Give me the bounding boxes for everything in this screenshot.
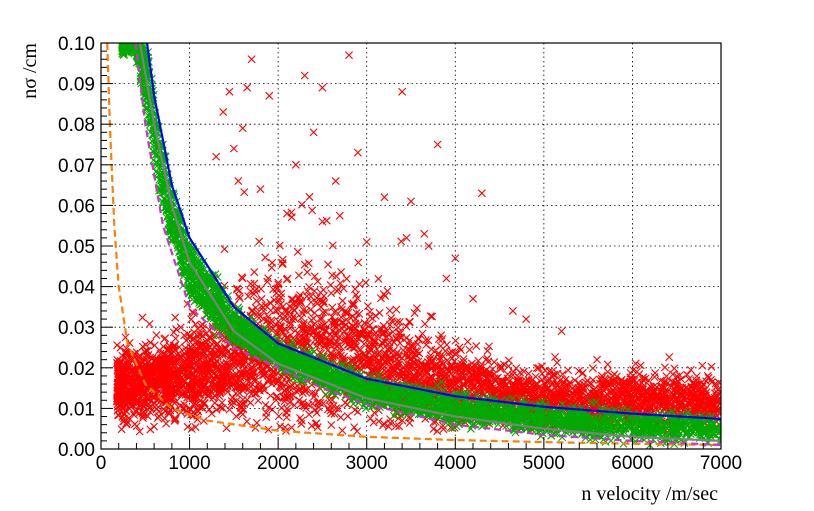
red-point [299,398,308,407]
red-point [250,268,259,277]
red-point [257,294,266,303]
red-point [426,312,435,321]
red-point [253,312,262,321]
red-point [264,425,273,434]
red-point [245,388,254,397]
red-point [639,373,648,382]
red-point [553,358,562,367]
red-point [162,419,171,428]
red-point [668,370,677,379]
red-point [424,336,433,345]
red-point [376,294,385,303]
red-point [294,271,303,280]
red-point [185,332,194,341]
red-point [273,284,282,293]
red-point [138,313,147,322]
red-point [393,348,402,357]
red-point [442,340,451,349]
red-point [392,421,401,430]
red-point [337,268,346,277]
red-point [484,342,493,351]
red-point [342,274,351,283]
red-point [291,315,299,323]
red-scatter-series [112,51,721,437]
red-point [564,366,573,375]
red-point [135,409,144,418]
red-point [318,297,327,306]
red-point [261,253,270,262]
red-point [297,298,306,307]
red-point [363,302,372,311]
red-point [698,361,707,370]
red-point [459,357,468,366]
red-point [349,299,358,308]
red-point [303,268,312,277]
red-point [571,376,579,385]
red-point [310,272,319,281]
red-point [703,371,712,380]
red-point [210,398,219,407]
red-point [348,301,357,310]
red-point [293,247,302,256]
red-point [316,399,325,407]
red-point [183,387,192,396]
red-point [436,342,445,351]
red-point [171,313,180,322]
red-point [218,403,227,412]
red-point [410,308,419,317]
red-point [305,283,314,291]
red-point [686,365,695,374]
red-point [232,412,241,421]
red-point [324,260,333,269]
red-point [339,284,348,293]
red-point [336,413,345,422]
red-point [551,352,560,361]
red-point [660,363,669,372]
red-point [350,423,359,432]
red-point [707,362,716,371]
red-point [603,360,612,369]
red-point [524,369,533,378]
red-point [451,336,460,345]
red-point [330,409,339,418]
red-point [397,237,406,246]
red-point [130,411,139,419]
red-point [394,414,403,423]
red-point [353,294,362,303]
red-point [271,306,280,315]
red-point [172,325,181,334]
red-point [336,279,345,288]
red-point [324,405,332,414]
red-point [434,335,443,344]
red-point [385,306,394,315]
red-point [191,320,200,329]
red-point [255,237,264,246]
red-point [405,317,414,326]
red-point [334,404,343,413]
red-point [338,426,347,435]
red-point [355,309,364,318]
red-point [268,258,277,267]
red-point [326,281,335,290]
red-point [307,421,316,430]
red-point [588,364,597,373]
red-point [274,412,283,421]
red-point [220,343,229,352]
red-point [207,409,216,418]
red-point [662,372,671,381]
red-point [235,389,244,398]
red-point [313,277,322,286]
red-point [375,308,384,317]
red-point [295,290,304,299]
red-point [252,418,261,427]
red-point [472,342,481,351]
red-point [164,407,173,416]
red-point [534,364,543,373]
red-point [361,278,370,287]
red-point [153,414,162,423]
red-point [374,274,383,283]
red-point [465,345,474,354]
